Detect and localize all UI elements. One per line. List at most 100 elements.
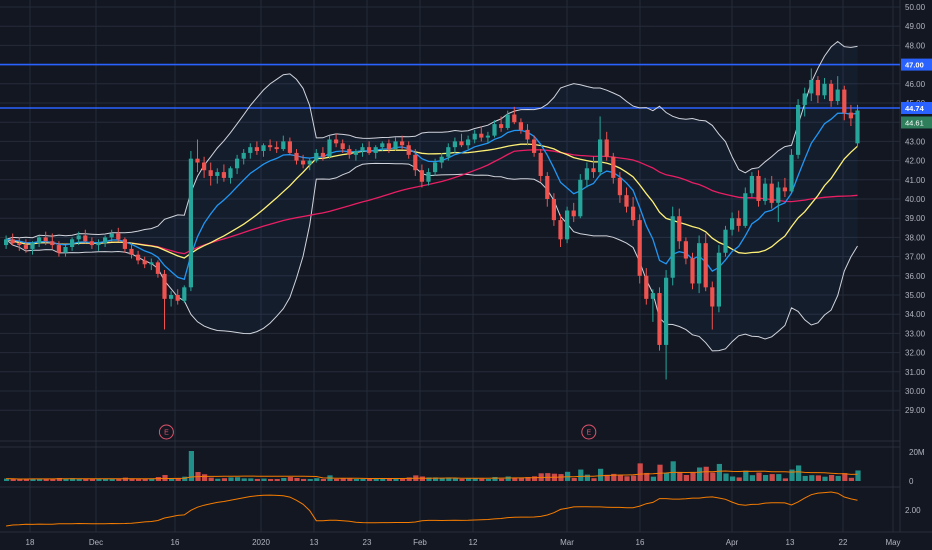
candle-body <box>459 141 464 146</box>
candle-body <box>538 152 543 176</box>
volume-bar <box>439 478 445 481</box>
earnings-marker-label: E <box>164 430 169 437</box>
volume-bar <box>103 478 109 481</box>
volume-bar <box>809 475 815 481</box>
candle-body <box>809 79 814 94</box>
volume-bar <box>598 468 604 481</box>
price-tick-label: 29.00 <box>905 406 926 415</box>
candle-body <box>136 254 141 261</box>
candle-body <box>776 187 781 203</box>
candle-body <box>782 187 787 192</box>
volume-bar <box>769 474 775 481</box>
candle-body <box>89 241 94 246</box>
price-axis[interactable]: 50.0049.0048.0047.0046.0045.0044.0043.00… <box>905 3 926 515</box>
volume-bar <box>353 479 359 481</box>
volume-bar <box>182 476 188 481</box>
volume-bar <box>23 478 29 481</box>
volume-bar <box>136 478 142 481</box>
last-price-tag <box>901 116 932 129</box>
candle-body <box>446 147 451 157</box>
volume-bar <box>149 479 155 481</box>
volume-bar <box>683 475 689 481</box>
candle-body <box>426 172 431 182</box>
candle-body <box>314 152 319 161</box>
earnings-marker[interactable] <box>581 424 597 440</box>
candle-body <box>287 141 292 153</box>
candle-body <box>10 239 15 244</box>
volume-bar <box>347 478 353 481</box>
candle-body <box>611 156 616 178</box>
last-price-tag-label: 44.61 <box>905 118 924 127</box>
price-tick-label: 39.00 <box>905 214 926 223</box>
volume-bar <box>400 478 406 481</box>
candle-body <box>736 218 741 226</box>
volume-bar <box>677 472 683 481</box>
volume-bar <box>776 474 782 481</box>
volume-bar <box>268 479 274 481</box>
candle-body <box>802 93 807 105</box>
pane-separators <box>0 0 901 532</box>
candle-body <box>320 152 325 157</box>
candle-body <box>525 129 530 140</box>
candle-body <box>690 258 695 284</box>
time-tick-label: 16 <box>636 538 645 547</box>
volume-bar <box>644 472 650 481</box>
candle-body <box>472 133 477 140</box>
candle-body <box>842 89 847 113</box>
candle-body <box>215 172 220 176</box>
candle-body <box>37 237 42 244</box>
earnings-marker[interactable] <box>158 424 174 440</box>
candle-body <box>327 139 332 157</box>
candle-body <box>763 183 768 201</box>
volume-bar <box>617 474 623 481</box>
volume-bar <box>697 467 703 481</box>
time-axis[interactable]: 18 Dec 16 2020 13 23 Feb 12 Mar 16 Apr 13 22 May <box>0 531 932 547</box>
candle-body <box>505 114 510 128</box>
volume-bar <box>4 478 10 481</box>
candle-body <box>406 145 411 155</box>
ma-mid-line <box>5 143 858 259</box>
candle-body <box>452 141 457 148</box>
volume-bar <box>10 479 16 481</box>
candle-body <box>756 175 761 201</box>
candle-body <box>565 210 570 240</box>
candle-body <box>202 162 207 171</box>
volume-scale-label: 20M <box>909 448 925 457</box>
volume-bar <box>796 465 802 481</box>
volume-ma-line <box>6 470 858 480</box>
time-tick-label: 12 <box>469 538 478 547</box>
volume-bar <box>631 475 637 481</box>
candle-body <box>723 229 728 253</box>
volume-bar <box>169 478 175 481</box>
horizontal-levels[interactable] <box>0 63 900 109</box>
candle-body <box>591 168 596 173</box>
volume-bar <box>650 476 656 481</box>
candle-body <box>294 152 299 161</box>
volume-bar <box>188 451 194 481</box>
volume-bar <box>314 478 320 481</box>
candle-body <box>96 243 101 246</box>
volume-bar <box>175 478 181 481</box>
price-tick-label: 30.00 <box>905 387 926 396</box>
volume-bar <box>235 477 241 481</box>
volume-bar <box>842 473 848 481</box>
volume-bar <box>83 478 89 481</box>
volume-bar <box>723 473 729 481</box>
volume-bar <box>690 472 696 481</box>
volume-bar <box>532 476 538 481</box>
volume-bar <box>142 479 148 481</box>
candle-body <box>499 124 504 128</box>
volume-bar <box>789 469 795 481</box>
candle-body <box>235 158 240 169</box>
candle-body <box>43 237 48 242</box>
price-tick-label: 48.00 <box>905 41 926 50</box>
bollinger-area <box>6 41 858 351</box>
volume-bar <box>367 478 373 481</box>
price-tick-label: 38.00 <box>905 233 926 242</box>
candle-body <box>70 239 75 247</box>
volume-bar <box>202 474 208 481</box>
candle-body <box>578 179 583 217</box>
